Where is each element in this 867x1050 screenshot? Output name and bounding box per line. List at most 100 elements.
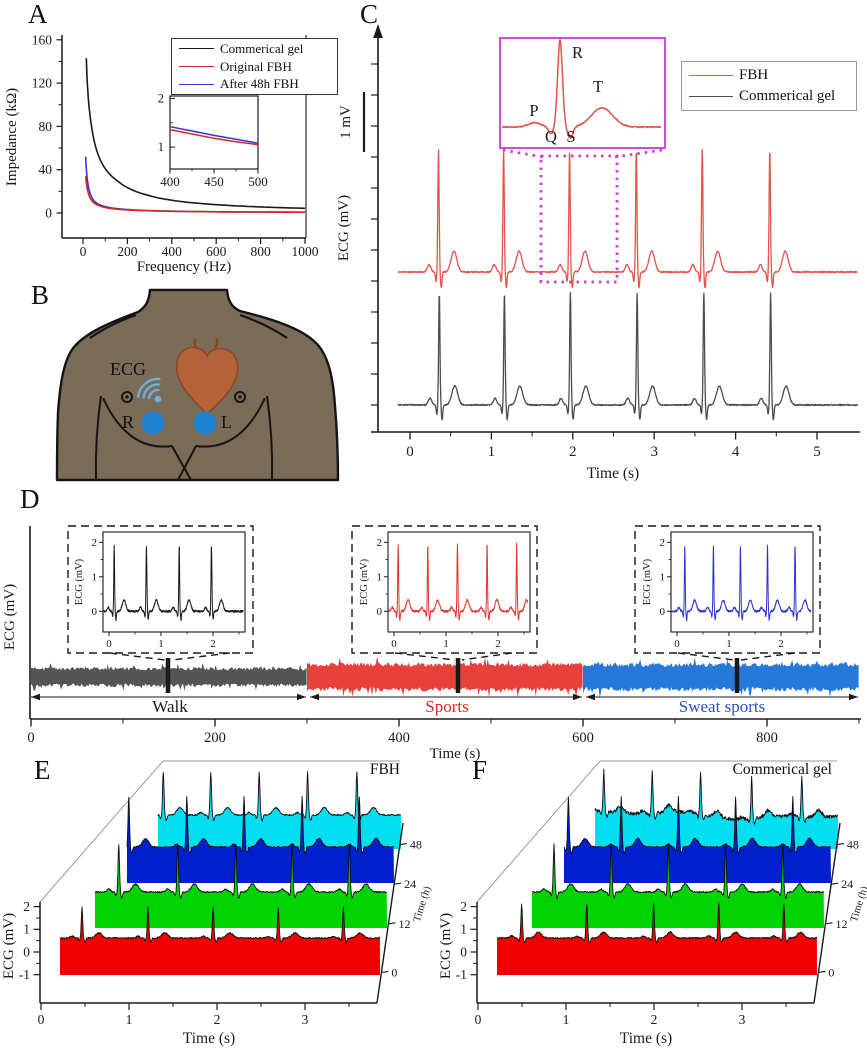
panel-c-legend: FBH Commerical gel bbox=[681, 61, 857, 111]
segment-label-walk: Walk bbox=[152, 697, 188, 716]
svg-text:12: 12 bbox=[835, 917, 847, 931]
waterfall-layer-0h bbox=[497, 903, 817, 975]
svg-text:1: 1 bbox=[443, 638, 449, 650]
svg-text:ECG (mV): ECG (mV) bbox=[74, 558, 85, 605]
panel-a-label: A bbox=[28, 0, 48, 29]
svg-text:800: 800 bbox=[250, 244, 271, 259]
legend-entry: FBH bbox=[682, 67, 856, 84]
wifi-signal-icon bbox=[136, 377, 162, 403]
svg-text:5: 5 bbox=[813, 444, 821, 460]
svg-text:0: 0 bbox=[45, 206, 52, 221]
svg-text:1: 1 bbox=[563, 1012, 570, 1027]
panel-e-title: FBH bbox=[369, 761, 400, 778]
svg-text:-1: -1 bbox=[19, 967, 30, 982]
svg-text:T: T bbox=[593, 77, 603, 96]
svg-text:1: 1 bbox=[23, 922, 30, 937]
svg-text:ECG (mV): ECG (mV) bbox=[336, 195, 352, 261]
svg-text:80: 80 bbox=[39, 119, 53, 134]
electrode-left-dot bbox=[193, 411, 217, 435]
svg-text:600: 600 bbox=[572, 730, 594, 746]
svg-text:24: 24 bbox=[841, 877, 853, 891]
svg-text:160: 160 bbox=[32, 32, 53, 47]
svg-text:R: R bbox=[572, 43, 583, 62]
svg-text:0: 0 bbox=[38, 1012, 45, 1027]
svg-text:600: 600 bbox=[206, 244, 227, 259]
legend-label: Commerical gel bbox=[220, 40, 304, 56]
legend-line-sample bbox=[179, 83, 214, 85]
panel-a-legend: Commerical gel Original FBH After 48h FBH bbox=[171, 38, 338, 95]
panel-b-label: B bbox=[31, 280, 50, 310]
svg-text:Q: Q bbox=[545, 127, 557, 146]
svg-text:-1: -1 bbox=[456, 967, 467, 982]
svg-text:0: 0 bbox=[80, 244, 87, 259]
inset-ecg-trace-0 bbox=[103, 544, 244, 622]
svg-text:0: 0 bbox=[377, 606, 383, 618]
legend-label: FBH bbox=[739, 66, 769, 83]
fbh-trace bbox=[397, 148, 858, 289]
svg-text:1: 1 bbox=[488, 444, 496, 460]
svg-text:400: 400 bbox=[388, 730, 410, 746]
svg-text:0: 0 bbox=[106, 638, 112, 650]
svg-text:2: 2 bbox=[495, 638, 501, 650]
svg-text:500: 500 bbox=[248, 174, 268, 189]
svg-text:2: 2 bbox=[377, 537, 383, 549]
legend-entry: After 48h FBH bbox=[172, 76, 337, 92]
activity-band-2 bbox=[583, 657, 859, 698]
svg-text:40: 40 bbox=[39, 162, 53, 177]
y-axis-arrow bbox=[373, 24, 383, 38]
segment-label-sports: Sports bbox=[425, 697, 469, 716]
electrode-left-label: L bbox=[221, 412, 232, 432]
activity-band-1 bbox=[307, 656, 583, 697]
legend-line-sample bbox=[179, 66, 214, 67]
svg-text:400: 400 bbox=[160, 174, 180, 189]
svg-text:1: 1 bbox=[460, 922, 467, 937]
panel-e-label: E bbox=[34, 755, 51, 785]
svg-text:2: 2 bbox=[92, 537, 98, 549]
svg-text:0: 0 bbox=[475, 1012, 482, 1027]
panel-f-label: F bbox=[472, 755, 488, 785]
svg-text:0: 0 bbox=[660, 606, 666, 618]
svg-text:Time (s): Time (s) bbox=[430, 746, 481, 762]
panel-a-impedance-plot: 0 40 80 120 160 0 200 400 600 800 1000 Frequency (H… bbox=[4, 32, 319, 275]
waterfall-layer-0h bbox=[60, 906, 380, 975]
waterfall-layer-48h bbox=[595, 769, 838, 849]
ecg-wireless-label: ECG bbox=[110, 359, 146, 379]
legend-entry: Original FBH bbox=[172, 59, 337, 75]
svg-text:S: S bbox=[566, 127, 575, 146]
panel-b-torso-illustration bbox=[55, 288, 340, 482]
svg-text:450: 450 bbox=[204, 174, 224, 189]
svg-text:ECG (mV): ECG (mV) bbox=[359, 558, 370, 605]
svg-text:48: 48 bbox=[847, 838, 859, 852]
inset-ecg-trace-1 bbox=[388, 542, 529, 622]
svg-text:ECG (mV): ECG (mV) bbox=[1, 913, 17, 979]
svg-text:1: 1 bbox=[158, 140, 164, 154]
segment-label-sweat-sports: Sweat sports bbox=[678, 697, 766, 716]
svg-text:400: 400 bbox=[162, 244, 183, 259]
impedance-series-1 bbox=[84, 176, 305, 213]
svg-text:1000: 1000 bbox=[292, 244, 319, 259]
svg-text:ECG (mV): ECG (mV) bbox=[2, 584, 18, 650]
svg-text:0: 0 bbox=[27, 730, 34, 746]
svg-text:0: 0 bbox=[674, 638, 680, 650]
svg-text:12: 12 bbox=[398, 917, 410, 931]
svg-text:Time (s): Time (s) bbox=[587, 465, 639, 482]
pqrst-inset bbox=[499, 37, 666, 149]
svg-text:4: 4 bbox=[732, 444, 740, 460]
panel-f-title: Commerical gel bbox=[732, 761, 832, 778]
waterfall-layer-12h bbox=[532, 843, 824, 928]
svg-text:2: 2 bbox=[23, 899, 30, 914]
impedance-series-0 bbox=[85, 58, 306, 210]
commercial-gel-trace bbox=[397, 292, 859, 421]
panel-c-ecg-plot: 0 1 2 3 4 5 Time (s) 1 mV ECG (mV) PQ R S T bbox=[336, 24, 860, 482]
legend-label: Commerical gel bbox=[739, 88, 836, 105]
svg-text:1: 1 bbox=[660, 572, 666, 584]
legend-entry: Commerical gel bbox=[172, 41, 337, 57]
panel-c-label: C bbox=[360, 0, 379, 29]
svg-text:1: 1 bbox=[377, 572, 383, 584]
legend-label: Original FBH bbox=[220, 58, 292, 74]
zoom-highlight-box bbox=[539, 154, 619, 284]
svg-text:1: 1 bbox=[92, 572, 98, 584]
waterfall-layer-12h bbox=[95, 844, 387, 928]
